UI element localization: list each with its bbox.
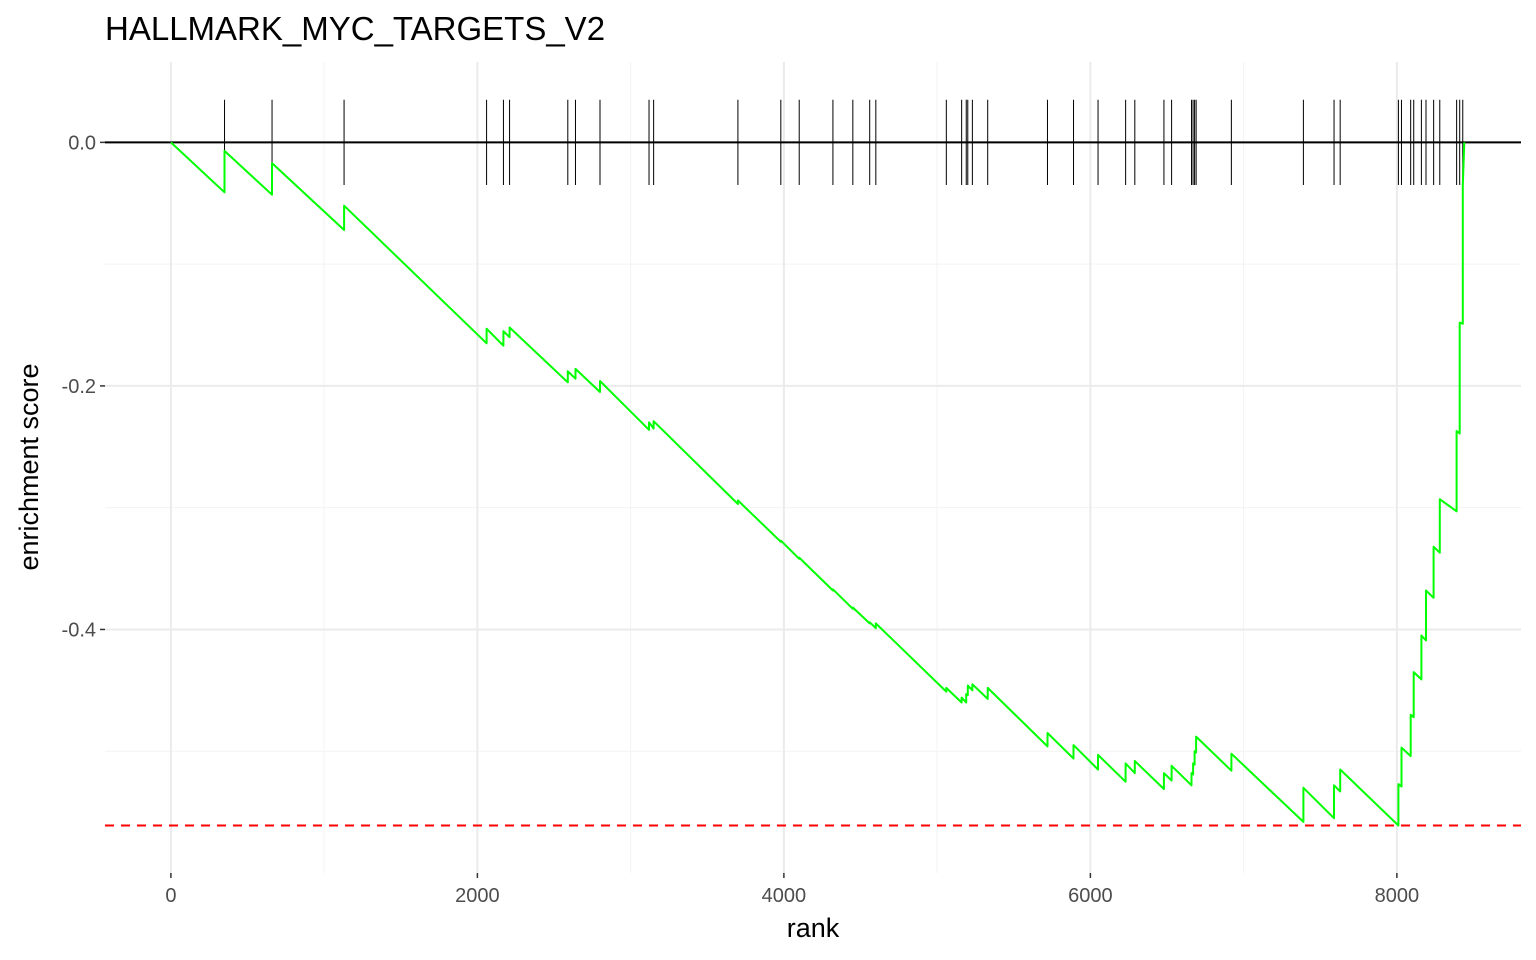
- x-tick-label: 4000: [762, 885, 807, 907]
- y-axis-title: enrichment score: [14, 363, 44, 570]
- x-tick-label: 2000: [455, 885, 500, 907]
- enrichment-curve-layer: [170, 141, 1466, 827]
- enrichment-curve: [170, 141, 1466, 827]
- y-tick-label: 0.0: [68, 132, 96, 154]
- x-tick-label: 0: [165, 885, 176, 907]
- y-tick-label: -0.2: [62, 376, 96, 398]
- grid-lines: [105, 62, 1521, 873]
- x-tick-label: 6000: [1068, 885, 1113, 907]
- y-axis-ticks: 0.0 -0.2 -0.4: [62, 132, 105, 641]
- y-tick-label: -0.4: [62, 619, 96, 641]
- gene-hit-ticks: [224, 99, 1464, 185]
- x-tick-label: 8000: [1375, 885, 1420, 907]
- chart-title: HALLMARK_MYC_TARGETS_V2: [105, 10, 606, 47]
- x-axis-ticks: 0 2000 4000 6000 8000: [165, 873, 1419, 907]
- x-axis-title: rank: [787, 913, 840, 943]
